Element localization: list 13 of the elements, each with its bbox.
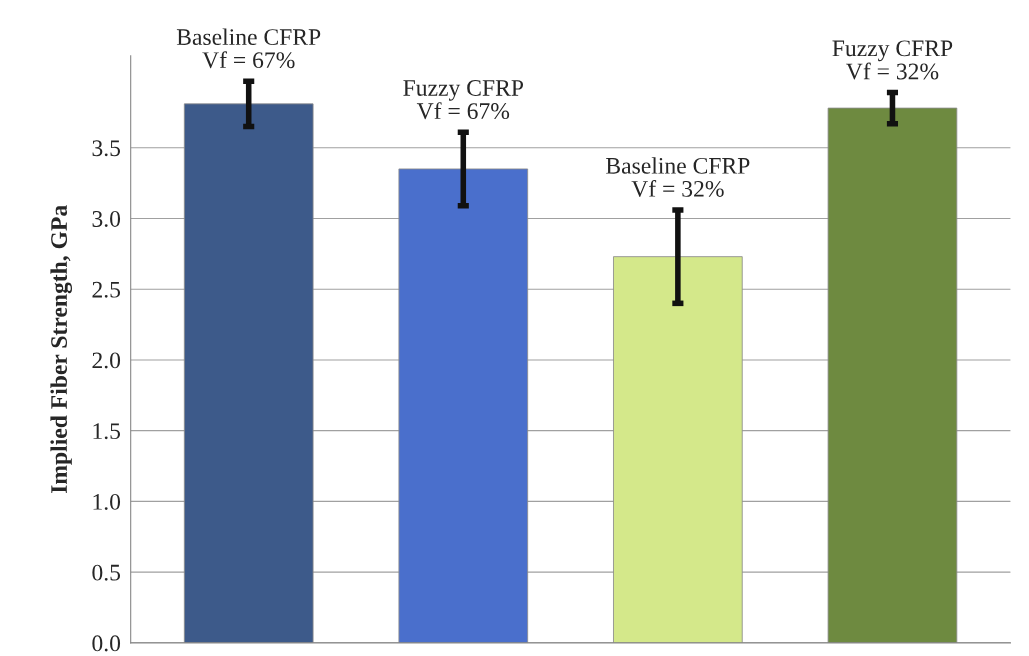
annotation: Baseline CFRP Vf = 32%	[606, 157, 750, 197]
y-tick-label: 0.5	[92, 564, 121, 581]
annotation: Baseline CFRP Vf = 67%	[176, 28, 321, 69]
y-tick-label: 1.0	[93, 493, 121, 510]
y-axis-title: Implied Fiber Strength, GPa	[50, 205, 72, 494]
y-tick-label: 3.0	[92, 210, 121, 227]
y-tick-label: 1.5	[93, 423, 121, 440]
annotation: Fuzzy CFRP Vf = 32%	[832, 40, 953, 80]
annotation: Fuzzy CFRP Vf = 67%	[403, 80, 524, 120]
y-tick-label: 2.0	[92, 352, 121, 369]
y-tick-label: 3.5	[92, 140, 121, 157]
y-tick-label: 0.0	[92, 635, 121, 652]
y-tick-label: 2.5	[92, 281, 121, 298]
